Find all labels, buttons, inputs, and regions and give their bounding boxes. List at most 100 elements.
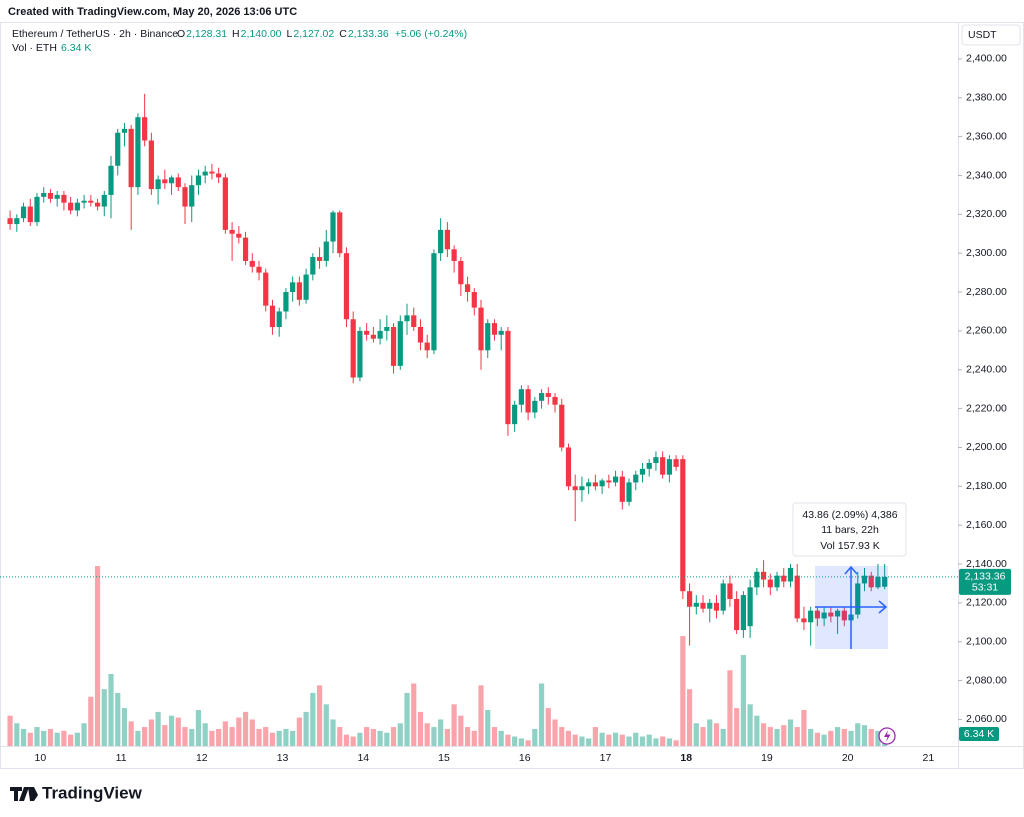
volume-bar	[828, 730, 834, 746]
volume-bar	[801, 710, 807, 746]
volume-bar	[357, 732, 363, 746]
candle-body	[787, 567, 794, 582]
legend-key: C	[339, 28, 347, 40]
volume-bar	[666, 738, 672, 746]
candle-body	[357, 330, 363, 378]
candle-body	[424, 342, 430, 351]
volume-bar	[505, 734, 511, 746]
currency: USDT	[968, 29, 997, 41]
candle-body	[532, 400, 538, 413]
candle-body	[256, 266, 262, 273]
candle-body	[14, 218, 20, 225]
volume-bar	[861, 725, 868, 746]
y-tick-label: 2,120.00	[966, 597, 1007, 609]
candle-body	[20, 206, 27, 219]
candle-body	[175, 177, 181, 188]
legend-key: H	[232, 28, 240, 40]
candle-body	[579, 486, 585, 491]
candle-body	[814, 610, 820, 619]
volume-bar	[686, 689, 693, 746]
x-tick-label: 17	[600, 752, 612, 764]
volume-bar	[586, 738, 592, 746]
measure-arrow	[844, 565, 858, 575]
y-tick-label: 2,320.00	[966, 208, 1007, 220]
candle-body	[370, 334, 376, 339]
x-tick-label: 11	[116, 752, 127, 764]
candle-body	[693, 602, 699, 607]
brand: TradingView	[42, 783, 143, 802]
volume-bar	[323, 704, 329, 746]
volume-bar	[424, 723, 430, 746]
candle-body	[108, 165, 114, 195]
y-tick-label: 2,300.00	[966, 247, 1007, 259]
candle-body	[74, 202, 80, 211]
volume-bar	[256, 728, 262, 746]
y-tick-label: 2,180.00	[966, 480, 1007, 492]
y-tick-label: 2,140.00	[966, 558, 1007, 570]
volume-bar	[787, 719, 794, 746]
volume-bar	[478, 685, 484, 746]
candle-body	[592, 482, 598, 487]
volume-bar	[518, 738, 524, 746]
volume-bar	[236, 717, 242, 746]
volume-bar	[808, 728, 814, 746]
volume-bar	[283, 728, 289, 746]
volume-bar	[579, 736, 585, 746]
volume-bar	[81, 723, 87, 746]
legend-key: L	[287, 28, 293, 40]
watermark-title: Created with TradingView.com, May 20, 20…	[8, 6, 297, 18]
measure-arrow	[878, 600, 888, 614]
candle-body	[384, 327, 390, 331]
candle-body	[478, 307, 484, 351]
candle-body	[229, 229, 235, 234]
volume-bar	[303, 711, 309, 746]
candle-body	[195, 175, 202, 186]
candle-body	[801, 618, 807, 623]
legend-value: 2,133.36	[348, 28, 389, 40]
candle-body	[417, 327, 424, 343]
volume-bar	[680, 636, 686, 746]
candle-body	[81, 200, 87, 203]
volume-bar	[27, 732, 33, 746]
candle-body	[855, 583, 861, 615]
candle-body	[559, 404, 565, 448]
candle-body	[364, 330, 370, 335]
volume-bar	[485, 710, 491, 746]
volume-bar	[532, 728, 538, 746]
y-tick-label: 2,280.00	[966, 286, 1007, 298]
volume-bar	[693, 723, 699, 746]
volume-bar	[431, 727, 437, 746]
legend-value: 2,127.02	[293, 28, 334, 40]
volume-bar	[350, 736, 356, 746]
candle-body	[438, 229, 444, 254]
y-tick-label: 2,200.00	[966, 441, 1007, 453]
volume-bar	[108, 674, 114, 746]
candle-body	[808, 610, 814, 623]
volume-bar	[626, 736, 632, 746]
candle-body	[404, 315, 410, 322]
volume-bar	[606, 734, 612, 746]
volume-bar	[875, 730, 881, 746]
candle-body	[142, 117, 148, 141]
candle-body	[586, 482, 592, 487]
volume-bar	[337, 727, 343, 746]
volume-bar	[552, 719, 558, 746]
volume-bar	[538, 683, 545, 746]
y-tick-label: 2,220.00	[966, 402, 1007, 414]
volume-axis-label: 6.34 K	[964, 728, 994, 740]
volume-bar	[175, 717, 181, 746]
candle-body	[612, 476, 619, 483]
candle-body	[209, 171, 215, 174]
volume-bar	[54, 732, 60, 746]
volume-bar	[216, 728, 222, 746]
candle-body	[639, 468, 646, 475]
volume-bar	[195, 710, 202, 746]
candle-body	[189, 185, 195, 207]
volume-bar	[855, 723, 861, 746]
alert-icon	[884, 730, 891, 742]
volume-bar	[74, 732, 80, 746]
candle-body	[128, 128, 134, 188]
volume-bar	[572, 734, 578, 746]
volume-bar	[94, 566, 101, 746]
